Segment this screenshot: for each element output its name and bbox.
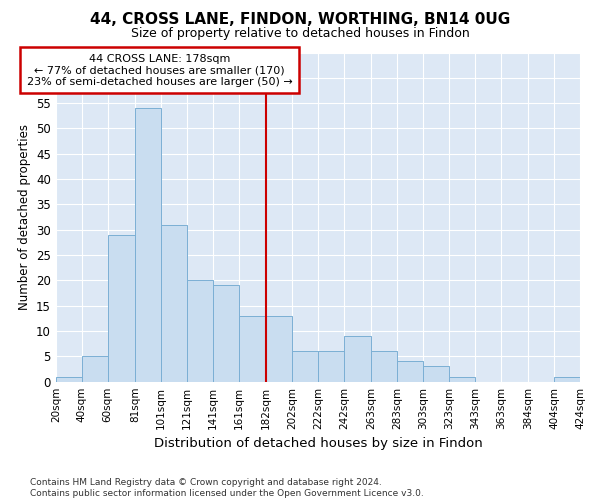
Bar <box>397 362 423 382</box>
Bar <box>213 286 239 382</box>
Text: 44 CROSS LANE: 178sqm
← 77% of detached houses are smaller (170)
23% of semi-det: 44 CROSS LANE: 178sqm ← 77% of detached … <box>27 54 292 87</box>
Bar <box>135 108 161 382</box>
Bar <box>554 376 580 382</box>
X-axis label: Distribution of detached houses by size in Findon: Distribution of detached houses by size … <box>154 437 482 450</box>
Bar <box>56 376 82 382</box>
Y-axis label: Number of detached properties: Number of detached properties <box>17 124 31 310</box>
Bar <box>107 235 135 382</box>
Bar <box>239 316 266 382</box>
Text: Size of property relative to detached houses in Findon: Size of property relative to detached ho… <box>131 28 469 40</box>
Text: 44, CROSS LANE, FINDON, WORTHING, BN14 0UG: 44, CROSS LANE, FINDON, WORTHING, BN14 0… <box>90 12 510 28</box>
Bar <box>371 352 397 382</box>
Bar <box>292 352 318 382</box>
Bar <box>82 356 107 382</box>
Bar <box>423 366 449 382</box>
Bar <box>266 316 292 382</box>
Bar <box>161 224 187 382</box>
Bar <box>344 336 371 382</box>
Bar <box>449 376 475 382</box>
Bar <box>318 352 344 382</box>
Bar <box>187 280 213 382</box>
Text: Contains HM Land Registry data © Crown copyright and database right 2024.
Contai: Contains HM Land Registry data © Crown c… <box>30 478 424 498</box>
